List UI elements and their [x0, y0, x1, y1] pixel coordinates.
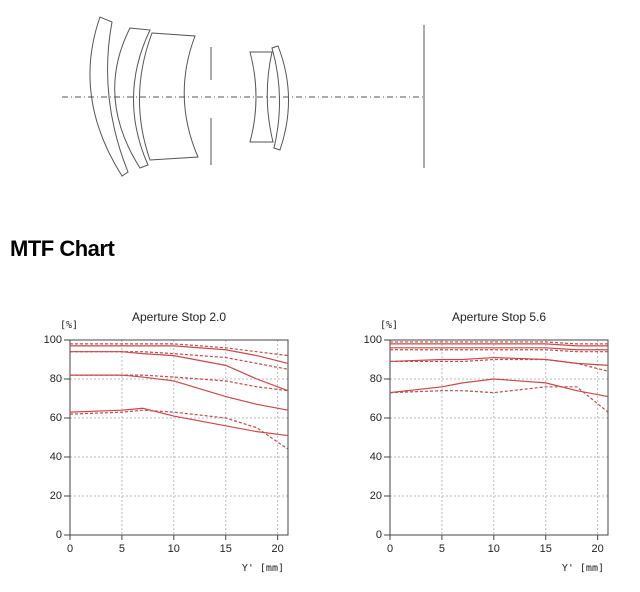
y-tick-label: 40: [50, 451, 62, 463]
mtf-line: [70, 374, 289, 392]
plot-frame: [69, 339, 289, 536]
mtf-line: [70, 343, 289, 357]
lens-element: [139, 32, 199, 161]
mtf-line: [70, 351, 289, 370]
x-tick-label: 0: [387, 543, 393, 555]
x-tick-label: 5: [439, 543, 445, 555]
y-tick-label: 0: [376, 529, 382, 541]
mtf-line: [69, 409, 289, 450]
mtf-line: [70, 345, 289, 364]
x-tick-label: 10: [488, 543, 500, 555]
x-tick-label: 10: [168, 543, 180, 555]
heading: MTF Chart: [10, 236, 115, 261]
y-axis-label: [%]: [60, 320, 78, 331]
lens-element: [249, 51, 274, 143]
y-tick-label: 100: [44, 334, 62, 346]
chart-title: Aperture Stop 5.6: [452, 310, 546, 324]
x-tick-label: 5: [119, 543, 125, 555]
y-tick-label: 80: [50, 373, 62, 385]
chart: Aperture Stop 5.6 [%] Y' [mm] 0 20 40 60 80 100 0…: [364, 310, 609, 574]
x-axis-label: Y' [mm]: [242, 563, 284, 574]
y-tick-label: 20: [50, 490, 62, 502]
x-tick-label: 15: [220, 543, 232, 555]
mtf-line: [69, 407, 289, 437]
x-tick-label: 15: [540, 543, 552, 555]
y-tick-label: 40: [370, 451, 382, 463]
y-tick-label: 20: [370, 490, 382, 502]
y-tick-label: 80: [370, 373, 382, 385]
y-tick-label: 60: [50, 412, 62, 424]
lens-element: [89, 16, 129, 177]
x-tick-label: 20: [271, 543, 283, 555]
y-tick-label: 100: [364, 334, 382, 346]
y-tick-label: 60: [370, 412, 382, 424]
mtf-line: [70, 374, 289, 411]
chart: Aperture Stop 2.0 [%] Y' [mm] 0 20 40 60 80 100 0…: [44, 310, 289, 574]
mtf-line: [390, 358, 609, 372]
x-tick-label: 20: [591, 543, 603, 555]
mtf-line: [390, 343, 608, 347]
mtf-line: [390, 349, 608, 353]
x-axis-label: Y' [mm]: [562, 563, 604, 574]
lens-element: [114, 27, 151, 169]
lens-diagram: [62, 16, 425, 177]
mtf-line: [389, 378, 609, 398]
y-axis-label: [%]: [380, 320, 398, 331]
x-tick-label: 0: [67, 543, 73, 555]
lens-element: [271, 45, 290, 151]
mtf-line: [389, 386, 609, 413]
mtf-line: [390, 341, 608, 345]
plot-frame: [389, 339, 609, 536]
chart-title: Aperture Stop 2.0: [132, 310, 226, 324]
mtf-line: [70, 351, 289, 392]
mtf-line: [390, 347, 608, 351]
y-tick-label: 0: [56, 529, 62, 541]
